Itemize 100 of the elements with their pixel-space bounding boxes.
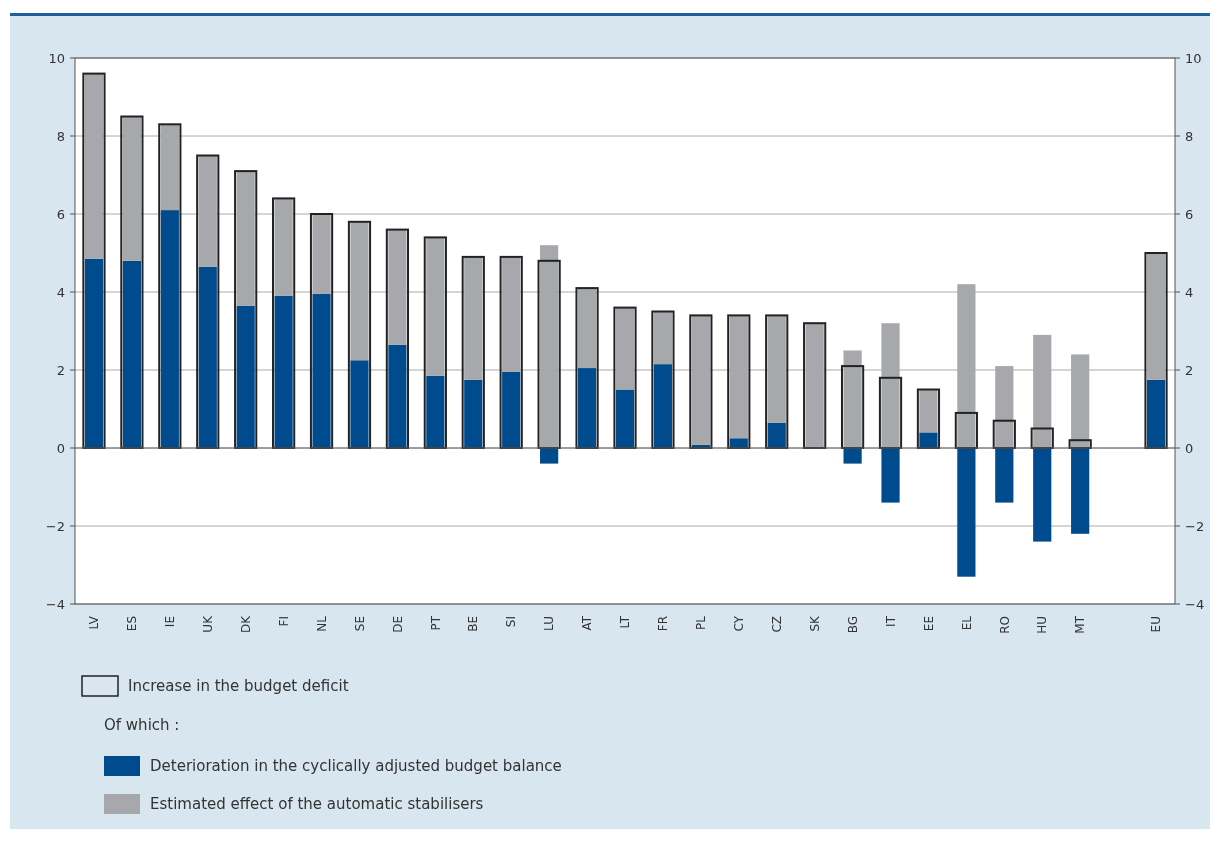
legend-label: Deterioration in the cyclically adjusted budget balance: [150, 757, 562, 776]
bar: [196, 154, 220, 449]
bar: [236, 305, 255, 448]
text: Of which :: [104, 716, 180, 735]
bar: [916, 388, 941, 449]
legend-label: Increase in the budget deficit: [128, 677, 349, 696]
x-tick-label: CZ: [769, 616, 784, 633]
bar: [502, 371, 521, 448]
bar: [613, 306, 637, 449]
bar: [388, 344, 407, 448]
x-tick-label: PT: [428, 615, 443, 631]
y2-tick-label: 8: [1185, 128, 1194, 144]
bar: [122, 260, 141, 448]
bar: [653, 364, 673, 448]
bar: [350, 221, 369, 361]
x-tick-label: UK: [200, 614, 215, 633]
x-tick-label: BG: [845, 616, 860, 634]
y-tick-label: 2: [56, 362, 65, 378]
bar: [464, 379, 483, 448]
bar: [234, 170, 258, 449]
y-tick-label: −4: [45, 596, 65, 612]
x-tick-label: AT: [580, 615, 595, 631]
x-tick-label: DK: [238, 614, 253, 634]
legend-label: Estimated effect of the automatic stabilisers: [150, 795, 484, 814]
bar: [120, 115, 144, 449]
bar: [1071, 448, 1090, 534]
y2-tick-label: 0: [1185, 440, 1194, 456]
y-tick-label: 6: [56, 206, 65, 222]
y2-tick-label: −2: [1185, 518, 1205, 534]
bar: [198, 266, 217, 448]
bar: [274, 295, 293, 448]
x-tick-label: EL: [959, 615, 974, 631]
bar: [350, 360, 369, 448]
y-tick-label: 4: [56, 284, 65, 300]
bar: [84, 258, 104, 448]
x-tick-label: MT: [1073, 615, 1088, 634]
bar: [82, 72, 106, 449]
x-tick-label: RO: [997, 616, 1012, 634]
x-tick-label: DE: [390, 616, 405, 633]
bar: [575, 287, 599, 449]
x-tick-label: FI: [276, 616, 291, 627]
x-tick-label: FR: [656, 616, 671, 632]
y2-tick-label: −4: [1185, 596, 1205, 612]
x-tick-label: IT: [883, 615, 898, 627]
x-tick-label: EE: [921, 616, 936, 632]
x-tick-label: BE: [466, 616, 481, 632]
y-tick-label: 0: [56, 440, 65, 456]
bar: [957, 448, 976, 577]
bar: [347, 220, 372, 449]
x-tick-label: PL: [694, 615, 709, 630]
x-tick-label: EU: [1149, 616, 1164, 633]
x-tick-label: NL: [314, 615, 329, 632]
bar: [461, 255, 485, 449]
bar: [954, 411, 978, 449]
bar: [653, 311, 673, 365]
bar: [767, 422, 786, 448]
bar: [423, 236, 447, 449]
x-tick-label: ES: [125, 616, 140, 632]
y-tick-label: −2: [45, 518, 65, 534]
bar: [160, 210, 179, 448]
bar: [426, 375, 445, 448]
y2-tick-label: 4: [1185, 284, 1194, 300]
x-tick-label: CY: [731, 615, 746, 632]
x-tick-label: SK: [807, 614, 822, 632]
y-tick-label: 10: [48, 50, 65, 66]
bar: [312, 214, 331, 294]
x-tick-label: LV: [87, 615, 102, 630]
x-tick-label: LT: [618, 615, 633, 629]
bar: [272, 197, 296, 449]
x-tick-label: SE: [352, 616, 367, 632]
bar: [385, 228, 410, 449]
bar: [843, 448, 862, 464]
bar: [1033, 448, 1052, 542]
bar: [388, 229, 407, 345]
bar: [1146, 379, 1166, 448]
bar: [312, 293, 331, 448]
bar: [651, 310, 675, 449]
bar: [919, 432, 938, 448]
bar: [615, 389, 635, 448]
y2-tick-label: 6: [1185, 206, 1194, 222]
y2-tick-label: 2: [1185, 362, 1194, 378]
x-tick-label: SI: [504, 616, 519, 628]
bar: [765, 314, 789, 449]
x-tick-label: IE: [163, 616, 178, 628]
bar: [1144, 252, 1168, 449]
bar: [919, 389, 938, 433]
bar: [499, 255, 523, 449]
bar: [995, 448, 1014, 503]
y2-tick-label: 10: [1185, 50, 1202, 66]
x-tick-label: LU: [542, 616, 557, 631]
bar: [540, 448, 559, 464]
bar: [727, 314, 751, 449]
bar: [843, 350, 862, 448]
bar: [158, 123, 182, 449]
y-tick-label: 8: [56, 128, 65, 144]
bar: [881, 448, 900, 503]
bar: [729, 438, 748, 448]
bar: [309, 213, 334, 449]
x-tick-label: HU: [1035, 616, 1050, 634]
bar: [577, 368, 597, 448]
